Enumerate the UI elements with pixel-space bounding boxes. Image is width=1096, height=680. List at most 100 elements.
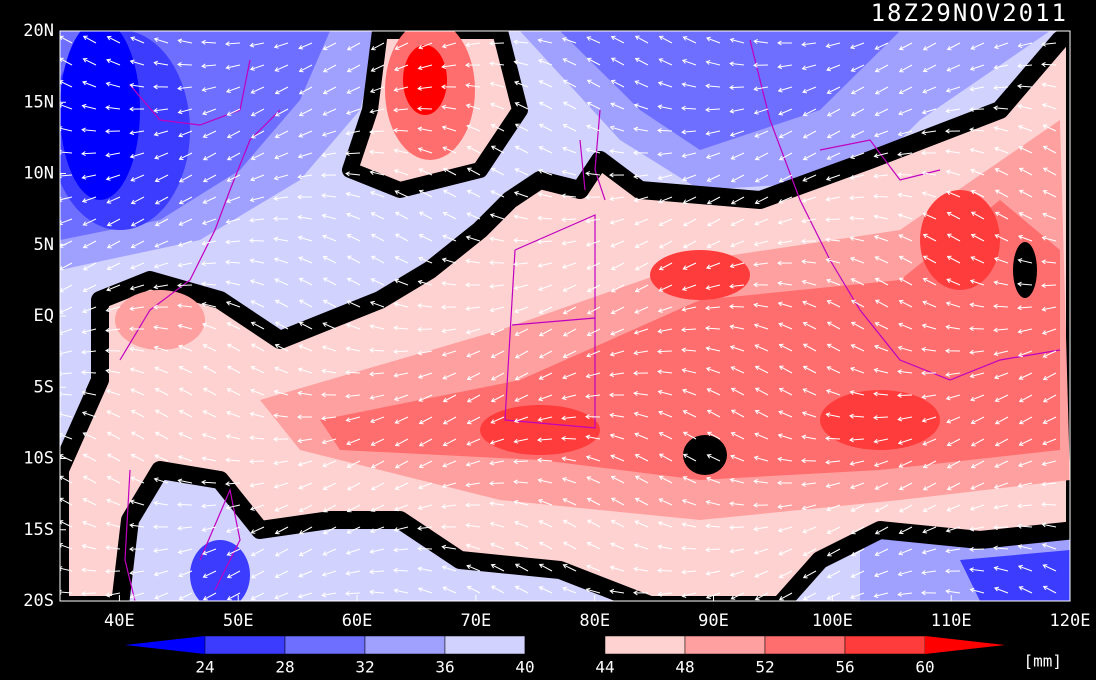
wind-arrow (946, 460, 961, 469)
wind-arrow (369, 589, 385, 595)
wind-arrow (609, 125, 625, 132)
wind-arrow (321, 368, 337, 374)
wind-arrow (682, 410, 697, 418)
wind-arrow (250, 366, 265, 374)
wind-arrow (561, 394, 577, 401)
wind-arrow (273, 236, 289, 242)
wind-arrow (826, 300, 841, 308)
wind-arrow (730, 196, 745, 205)
wind-arrow (994, 438, 1009, 447)
wind-arrow (850, 504, 865, 512)
wind-arrow (657, 568, 673, 574)
wind-arrow (705, 60, 721, 66)
wind-arrow (418, 189, 433, 198)
wind-arrow (81, 151, 97, 157)
wind-arrow (417, 126, 433, 132)
wind-arrow (465, 42, 481, 48)
wind-arrow (345, 590, 361, 597)
wind-arrow (585, 372, 601, 379)
wind-arrow (802, 108, 817, 117)
wind-arrow (225, 481, 241, 487)
wind-arrow (922, 64, 937, 73)
wind-arrow (274, 299, 289, 308)
wind-arrow (489, 438, 505, 445)
wind-arrow (730, 592, 745, 600)
wind-arrow (202, 344, 217, 352)
wind-arrow (802, 174, 817, 182)
wind-arrow (177, 240, 193, 247)
wind-arrow (129, 592, 145, 599)
wind-arrow (177, 38, 193, 44)
wind-arrow (897, 130, 913, 137)
wind-arrow (1018, 189, 1033, 198)
wind-arrow (153, 325, 169, 330)
wind-arrow (1017, 523, 1033, 529)
wind-arrow (201, 86, 217, 92)
wind-arrow (225, 218, 241, 224)
wind-arrow (922, 233, 937, 242)
wind-arrow (705, 262, 721, 270)
wind-arrow (945, 169, 961, 176)
wind-arrow (250, 388, 265, 396)
wind-arrow (418, 233, 433, 242)
wind-arrow (777, 40, 793, 46)
wind-arrow (850, 64, 865, 72)
wind-arrow (105, 545, 121, 551)
wind-arrow (705, 130, 721, 136)
wind-arrow (657, 369, 673, 375)
wind-arrow (946, 255, 961, 264)
wind-arrow (418, 168, 433, 176)
wind-arrow (633, 566, 649, 572)
wind-arrow (322, 460, 337, 468)
wind-arrow (345, 548, 361, 555)
wind-arrow (345, 393, 361, 399)
colorbar-segment (284, 635, 366, 655)
wind-arrow (250, 321, 265, 330)
wind-arrow (682, 431, 697, 440)
wind-arrow (969, 349, 985, 355)
wind-arrow (321, 213, 337, 220)
lat-tick-label: 5N (34, 235, 54, 255)
wind-arrow (849, 152, 865, 160)
wind-arrow (178, 432, 193, 440)
wind-arrow (826, 130, 841, 139)
wind-arrow (873, 391, 889, 397)
wind-arrow (442, 211, 457, 220)
wind-arrow (201, 281, 217, 287)
wind-arrow (537, 215, 553, 221)
wind-arrow (154, 454, 169, 462)
wind-arrow (370, 460, 385, 469)
wind-arrow (226, 174, 241, 182)
wind-arrow (633, 126, 649, 132)
wind-arrow (849, 42, 865, 50)
wind-arrow (945, 526, 961, 533)
wind-arrow (250, 526, 265, 534)
wind-arrow (154, 409, 169, 418)
wind-arrow (298, 130, 313, 138)
wind-arrow (585, 171, 601, 177)
wind-arrow (969, 64, 985, 71)
wind-arrow (610, 57, 625, 66)
wind-arrow (418, 460, 433, 469)
wind-arrow (513, 499, 529, 506)
wind-arrow (610, 35, 625, 44)
wind-arrow (874, 504, 889, 513)
wind-arrow (682, 196, 697, 204)
wind-arrow (802, 130, 817, 139)
wind-arrow (514, 145, 529, 154)
wind-arrow (754, 174, 769, 183)
wind-arrow (154, 366, 169, 374)
wind-arrow (658, 284, 673, 292)
wind-arrow (634, 475, 649, 484)
wind-arrow (562, 146, 577, 154)
high-area (403, 45, 447, 115)
wind-arrow (201, 302, 217, 308)
wind-arrow (177, 502, 193, 508)
wind-arrow (969, 504, 985, 511)
wind-arrow (417, 64, 433, 71)
wind-arrow (417, 546, 433, 552)
wind-arrow (154, 431, 169, 440)
wind-arrow (993, 105, 1009, 111)
wind-arrow (682, 218, 697, 227)
wind-arrow (538, 520, 553, 528)
